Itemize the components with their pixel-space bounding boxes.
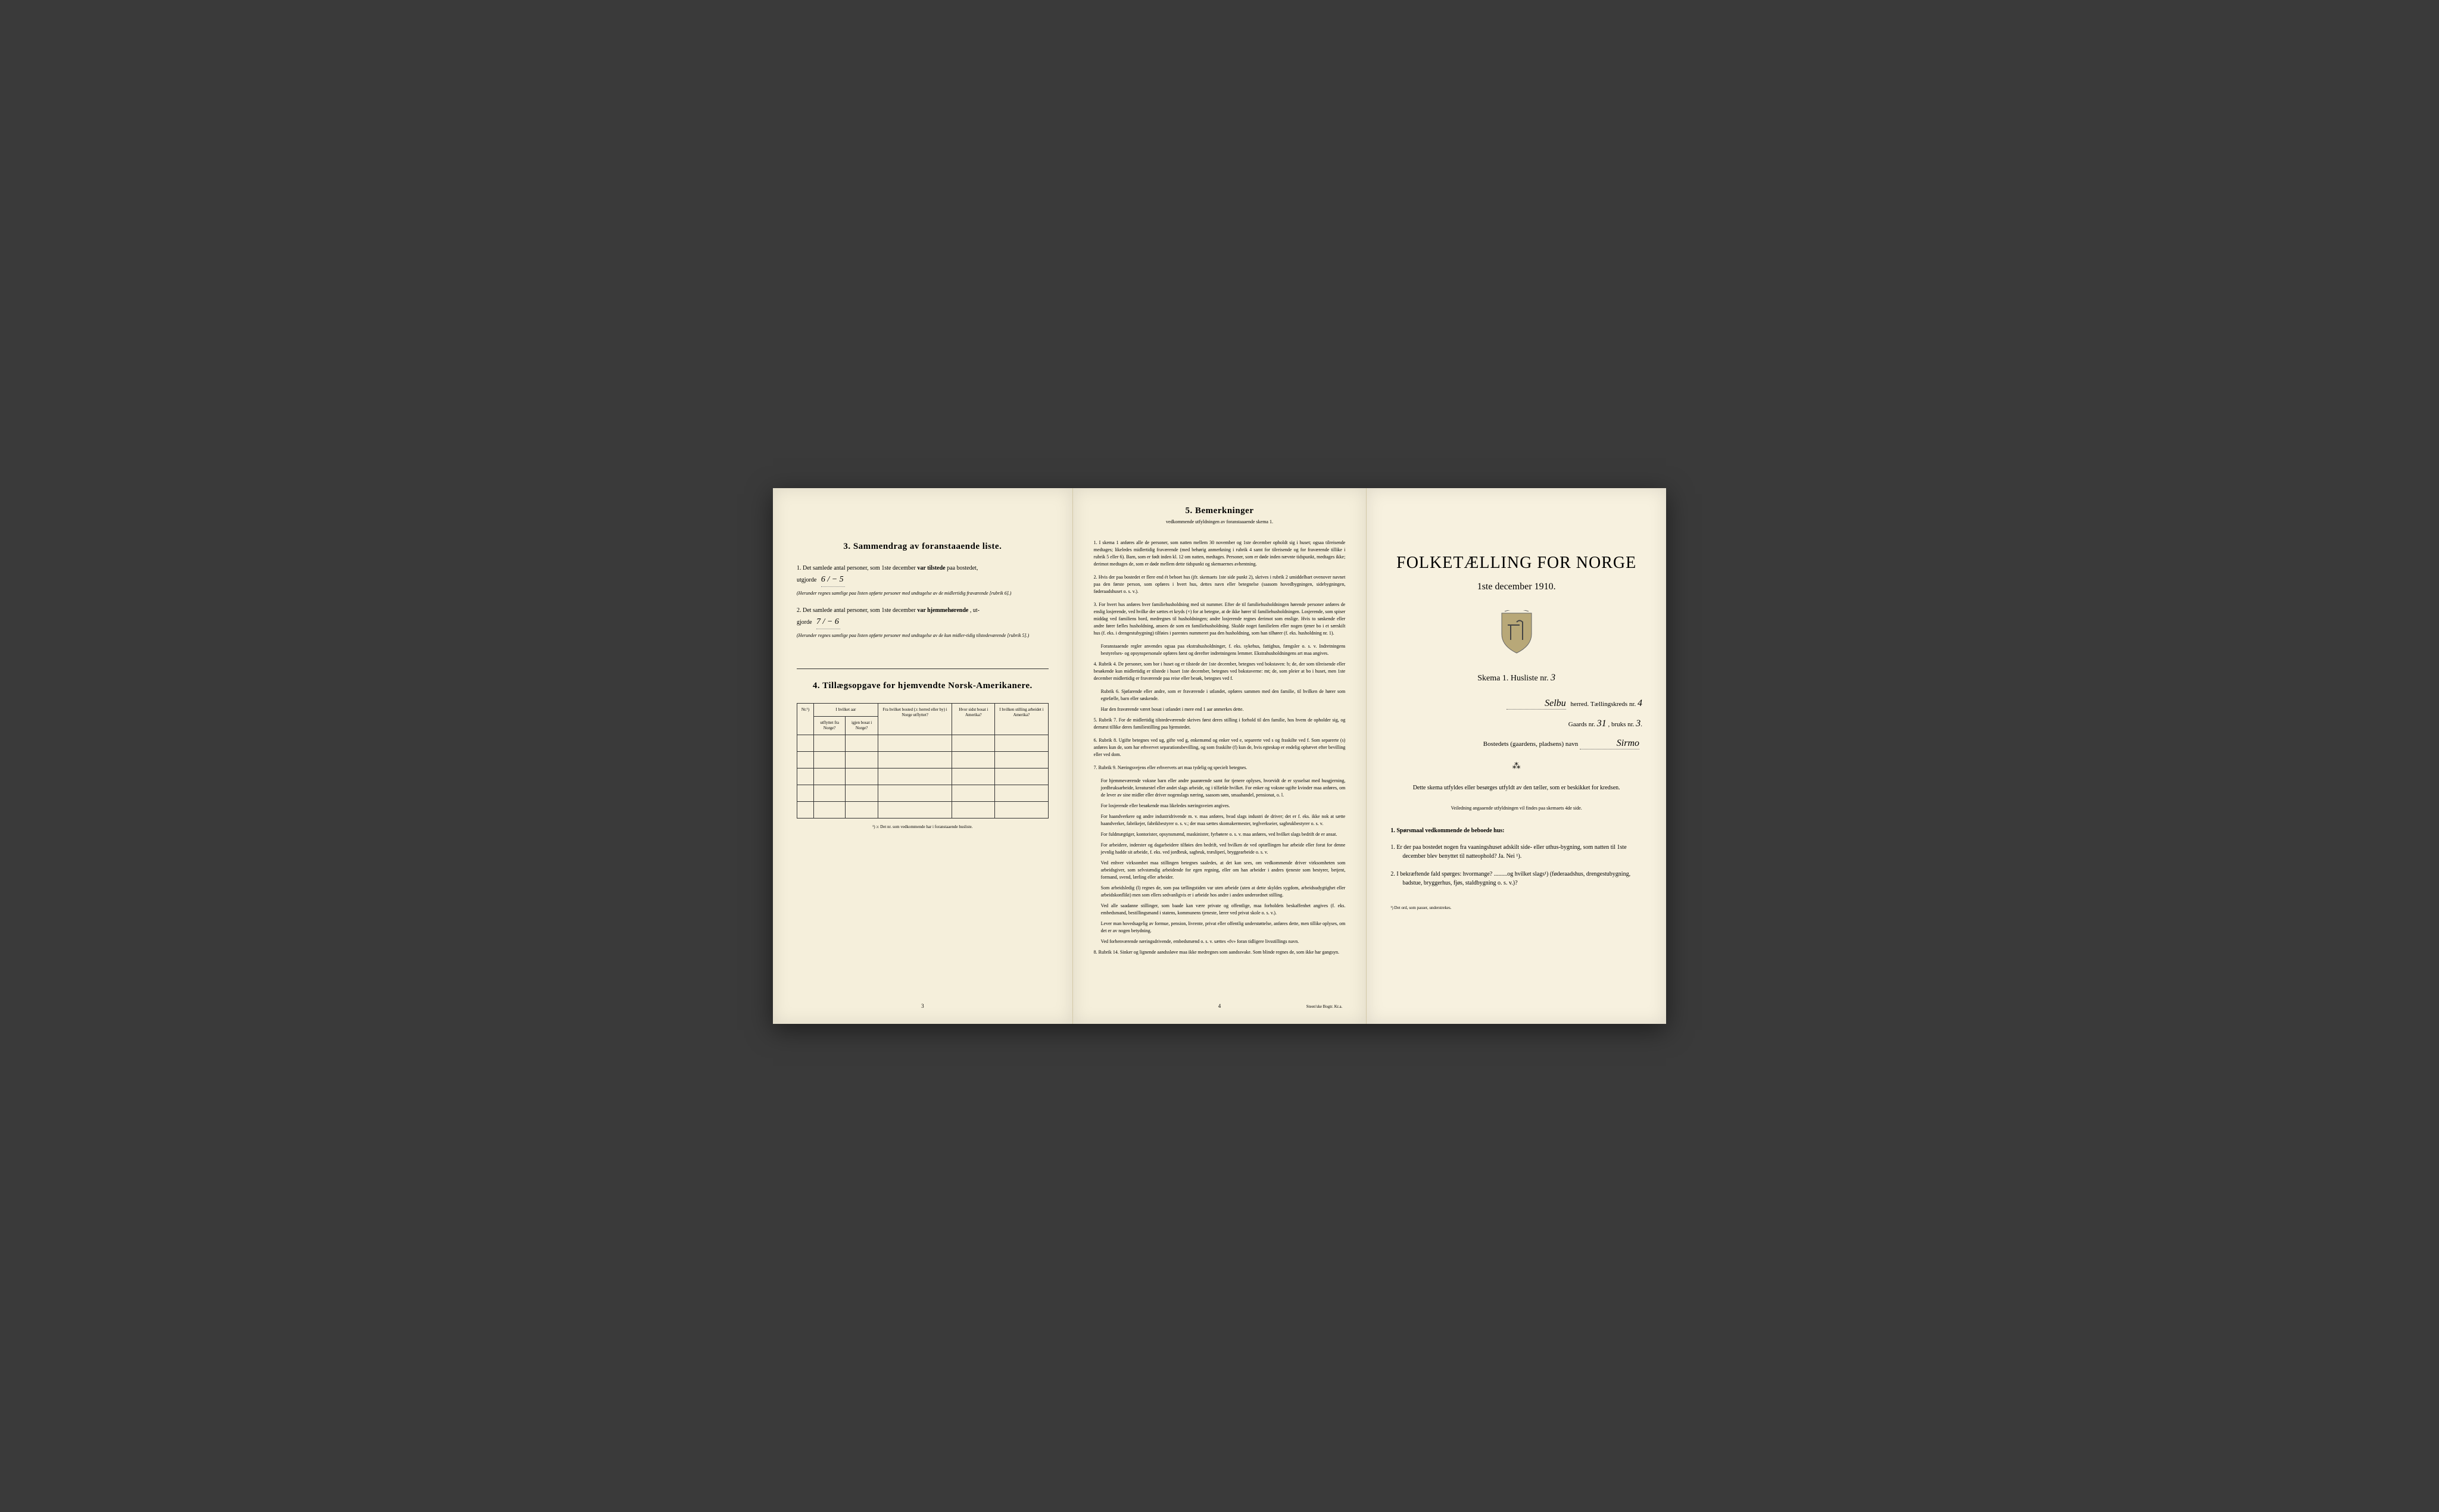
- gaards-nr: 31: [1597, 718, 1607, 729]
- gaards-label: Gaards nr.: [1568, 721, 1595, 728]
- section-5-subtitle: vedkommende utfyldningen av foranstaaaen…: [1094, 519, 1346, 524]
- th-bosted: Fra hvilket bosted (ɔ: herred eller by) …: [878, 704, 952, 735]
- section-3-item-1: 1. Det samlede antal personer, som 1ste …: [797, 564, 1049, 597]
- th-nr: Nr.¹): [797, 704, 814, 735]
- bemerk-7c: For losjerende eller besøkende maa likel…: [1094, 802, 1346, 810]
- item-text-before: Det samlede antal personer, som 1ste dec…: [803, 607, 916, 614]
- shield-icon: [1499, 610, 1534, 655]
- page-right: FOLKETÆLLING FOR NORGE 1ste december 191…: [1367, 488, 1666, 1024]
- bemerk-7j: Lever man hovedsagelig av formue, pensio…: [1094, 920, 1346, 935]
- bemerk-7b: For hjemmeværende voksne barn eller andr…: [1094, 777, 1346, 799]
- bemerk-7d: For haandverkere og andre industridriven…: [1094, 813, 1346, 827]
- bemerk-7: 7. Rubrik 9. Næringsvejens eller erhverv…: [1094, 764, 1346, 771]
- bemerk-2: 2. Hvis der paa bostedet er flere end ét…: [1094, 574, 1346, 595]
- husliste-nr: 3: [1551, 673, 1555, 683]
- bemerk-3b: Foranstaaende regler anvendes ogsaa paa …: [1094, 643, 1346, 657]
- ornament-divider: ⁂: [1390, 761, 1642, 771]
- divider-line: [797, 668, 1049, 669]
- section-3-item-2: 2. Det samlede antal personer, som 1ste …: [797, 606, 1049, 639]
- bruks-label: , bruks nr.: [1608, 721, 1635, 728]
- amerika-table: Nr.¹) I hvilket aar Fra hvilket bosted (…: [797, 703, 1049, 819]
- main-subtitle: 1ste december 1910.: [1390, 582, 1642, 592]
- kreds-nr: 4: [1638, 698, 1642, 708]
- main-title: FOLKETÆLLING FOR NORGE: [1390, 554, 1642, 573]
- th-amerika: Hvor sidst bosat i Amerika?: [952, 704, 995, 735]
- bosted-label: Bostedets (gaardens, pladsens) navn: [1483, 741, 1578, 748]
- handwritten-value-2: 7 / − 6: [816, 616, 840, 629]
- bemerk-7g: Ved enhver virksomhet maa stillingen bet…: [1094, 860, 1346, 881]
- bemerk-8: 8. Rubrik 14. Sinker og lignende aandssl…: [1094, 949, 1346, 956]
- th-aar: I hvilket aar: [814, 704, 878, 717]
- section-4: 4. Tillægsopgave for hjemvendte Norsk-Am…: [797, 681, 1049, 829]
- right-footnote: ¹) Det ord, som passer, understrekes.: [1390, 905, 1642, 910]
- section-4-title: 4. Tillægsopgave for hjemvendte Norsk-Am…: [797, 681, 1049, 691]
- gaards-line: Gaards nr. 31 , bruks nr. 3.: [1390, 718, 1642, 729]
- kreds-label: Tællingskreds nr.: [1590, 701, 1636, 708]
- th-bosat: igjen bosat i Norge?: [846, 717, 878, 735]
- sporsmaal-item-1: 1. Er der paa bostedet nogen fra vaaning…: [1390, 843, 1642, 861]
- section-4-footnote: ¹) ɔ: Det nr. som vedkommende har i fora…: [797, 824, 1049, 829]
- bosted-line: Bostedets (gaardens, pladsens) navn Sirm…: [1390, 738, 1642, 749]
- instruction-text: Dette skema utfyldes eller besørges utfy…: [1390, 783, 1642, 793]
- bemerk-5: 5. Rubrik 7. For de midlertidig tilstede…: [1094, 717, 1346, 731]
- coat-of-arms: [1390, 610, 1642, 658]
- section-3-title: 3. Sammendrag av foranstaaende liste.: [797, 542, 1049, 552]
- handwritten-value-1: 6 / − 5: [821, 573, 845, 587]
- sporsmaal-title: 1. Spørsmaal vedkommende de beboede hus:: [1390, 827, 1642, 834]
- table-container: Nr.¹) I hvilket aar Fra hvilket bosted (…: [797, 703, 1049, 819]
- printer-imprint: Steen'ske Bogtr. Kr.a.: [1306, 1004, 1343, 1009]
- sporsmaal-item-2: 2. I bekræftende fald spørges: hvormange…: [1390, 870, 1642, 888]
- herred-name: Selbu: [1507, 698, 1566, 710]
- bemerkninger-content: 1. I skema 1 anføres alle de personer, s…: [1094, 533, 1346, 956]
- bemerk-7e: For fuldmægtiger, kontorister, opsynsmæn…: [1094, 831, 1346, 838]
- table-row: [797, 785, 1049, 802]
- item-text-after: paa bostedet,: [947, 565, 978, 571]
- bemerk-7k: Ved forhenværende næringsdrivende, embed…: [1094, 938, 1346, 945]
- item-text-before: Det samlede antal personer, som 1ste dec…: [803, 565, 916, 571]
- bemerk-1: 1. I skema 1 anføres alle de personer, s…: [1094, 539, 1346, 568]
- table-row: [797, 802, 1049, 819]
- bemerk-6: 6. Rubrik 8. Ugifte betegnes ved ug, gif…: [1094, 737, 1346, 758]
- bruks-nr: 3: [1636, 718, 1640, 729]
- herred-line: Selbu herred. Tællingskreds nr. 4: [1390, 698, 1642, 710]
- utgjorde-label: utgjorde: [797, 577, 816, 583]
- item-number: 2.: [797, 607, 801, 614]
- bemerk-4b: Rubrik 6. Sjøfarende eller andre, som er…: [1094, 688, 1346, 702]
- table-row: [797, 752, 1049, 769]
- census-document: 3. Sammendrag av foranstaaende liste. 1.…: [773, 488, 1666, 1024]
- th-stilling: I hvilken stilling arbeidet i Amerika?: [995, 704, 1048, 735]
- item-text-after: , ut-: [970, 607, 980, 614]
- item-number: 1.: [797, 565, 801, 571]
- skema-label: Skema 1. Husliste nr.: [1477, 674, 1548, 683]
- table-row: [797, 735, 1049, 752]
- bemerk-3: 3. For hvert hus anføres hver familiehus…: [1094, 601, 1346, 637]
- page-number-3: 3: [773, 1003, 1072, 1009]
- item-1-note: (Herunder regnes samtlige paa listen opf…: [797, 590, 1049, 596]
- item-text-bold: var hjemmehørende: [917, 607, 968, 614]
- skema-line: Skema 1. Husliste nr. 3: [1390, 673, 1642, 683]
- bemerk-7i: Ved alle saadanne stillinger, som baade …: [1094, 902, 1346, 917]
- section-5-title: 5. Bemerkninger: [1094, 506, 1346, 516]
- bemerk-7f: For arbeidere, inderster og dagarbeidere…: [1094, 842, 1346, 856]
- table-row: [797, 769, 1049, 785]
- bosted-name: Sirmo: [1580, 738, 1639, 749]
- item-2-note: (Herunder regnes samtlige paa listen opf…: [797, 632, 1049, 639]
- instruction-note: Veiledning angaaende utfyldningen vil fi…: [1390, 805, 1642, 813]
- th-utflyttet: utflyttet fra Norge?: [814, 717, 846, 735]
- item-text-bold: var tilstede: [917, 565, 945, 571]
- page-middle: 5. Bemerkninger vedkommende utfyldningen…: [1073, 488, 1367, 1024]
- sporsmaal-section: 1. Spørsmaal vedkommende de beboede hus:…: [1390, 827, 1642, 888]
- section-3: 3. Sammendrag av foranstaaende liste. 1.…: [797, 542, 1049, 639]
- bemerk-7h: Som arbeidsledig (l) regnes de, som paa …: [1094, 885, 1346, 899]
- herred-label: herred.: [1570, 701, 1589, 708]
- bemerk-4: 4. Rubrik 4. De personer, som bor i huse…: [1094, 661, 1346, 682]
- utgjorde-label: gjorde: [797, 619, 812, 626]
- page-left: 3. Sammendrag av foranstaaende liste. 1.…: [773, 488, 1073, 1024]
- bemerk-4c: Har den fraværende været bosat i utlande…: [1094, 706, 1346, 713]
